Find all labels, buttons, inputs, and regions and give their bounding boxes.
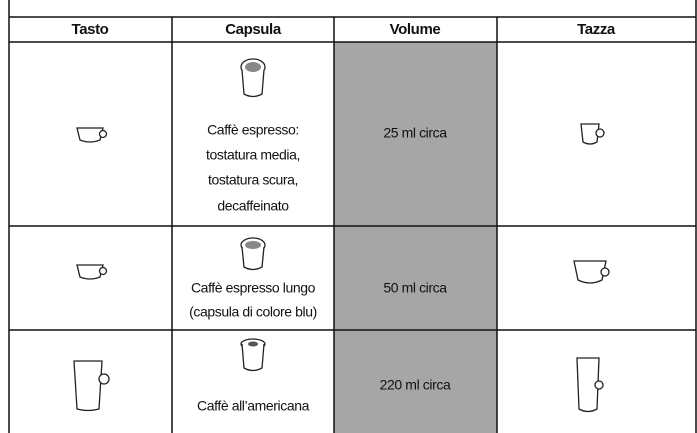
capsule-icon xyxy=(240,338,266,372)
cup-icon xyxy=(573,260,610,284)
capsule-text: tostatura media, xyxy=(206,147,300,163)
cup-icon xyxy=(576,357,604,413)
button-icon xyxy=(76,127,108,143)
volume-column-bg xyxy=(334,42,497,433)
volume-text: 220 ml circa xyxy=(380,377,451,393)
volume-text: 50 ml circa xyxy=(383,280,447,296)
capsule-icon xyxy=(240,237,266,271)
button-icon xyxy=(73,360,110,412)
capsule-text: tostatura scura, xyxy=(208,172,298,188)
header-cell: Capsula xyxy=(225,21,282,38)
capsule-text: decaffeinato xyxy=(217,198,289,214)
capsule-icon xyxy=(240,58,266,98)
button-icon xyxy=(76,264,108,280)
capsule-text: Caffè all’americana xyxy=(197,398,310,414)
header-cell: Tasto xyxy=(72,21,109,38)
volume-text: 25 ml circa xyxy=(383,125,447,141)
table-grid xyxy=(8,0,697,433)
capsule-text: Caffè espresso: xyxy=(207,122,299,138)
capsule-text: (capsula di colore blu) xyxy=(189,304,317,320)
cup-icon xyxy=(580,123,605,145)
header-cell: Volume xyxy=(390,21,441,38)
capsule-text: Caffè espresso lungo xyxy=(191,280,316,296)
header-cell: Tazza xyxy=(577,21,616,38)
